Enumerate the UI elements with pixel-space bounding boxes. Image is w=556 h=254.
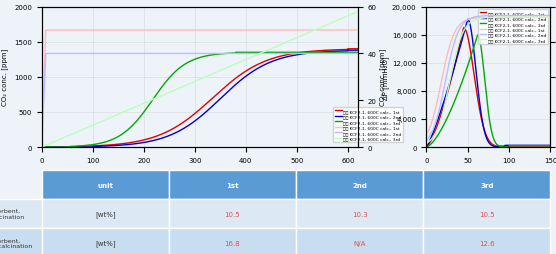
X-axis label: Time [min]: Time [min] [468, 169, 509, 178]
X-axis label: Time [min]: Time [min] [179, 169, 221, 178]
Y-axis label: CO₂ conc. [ppm]: CO₂ conc. [ppm] [2, 49, 8, 106]
Legend: 프어 KCF2-1, 600C calc., 1st, 프어 KCF2-1, 600C calc., 2nd, 프어 KCF2-1, 600C calc., 3: 프어 KCF2-1, 600C calc., 1st, 프어 KCF2-1, 6… [333, 108, 403, 142]
Y-axis label: CO₂ conc. [ppm]: CO₂ conc. [ppm] [380, 49, 386, 106]
Legend: 프어 KCF2-1, 600C calc., 1st, 프어 KCF2-1, 600C calc., 2nd, 프어 KCF2-1, 600C calc., 3: 프어 KCF2-1, 600C calc., 1st, 프어 KCF2-1, 6… [478, 10, 548, 45]
Y-axis label: ΔP [mmH₂O]: ΔP [mmH₂O] [383, 56, 389, 99]
